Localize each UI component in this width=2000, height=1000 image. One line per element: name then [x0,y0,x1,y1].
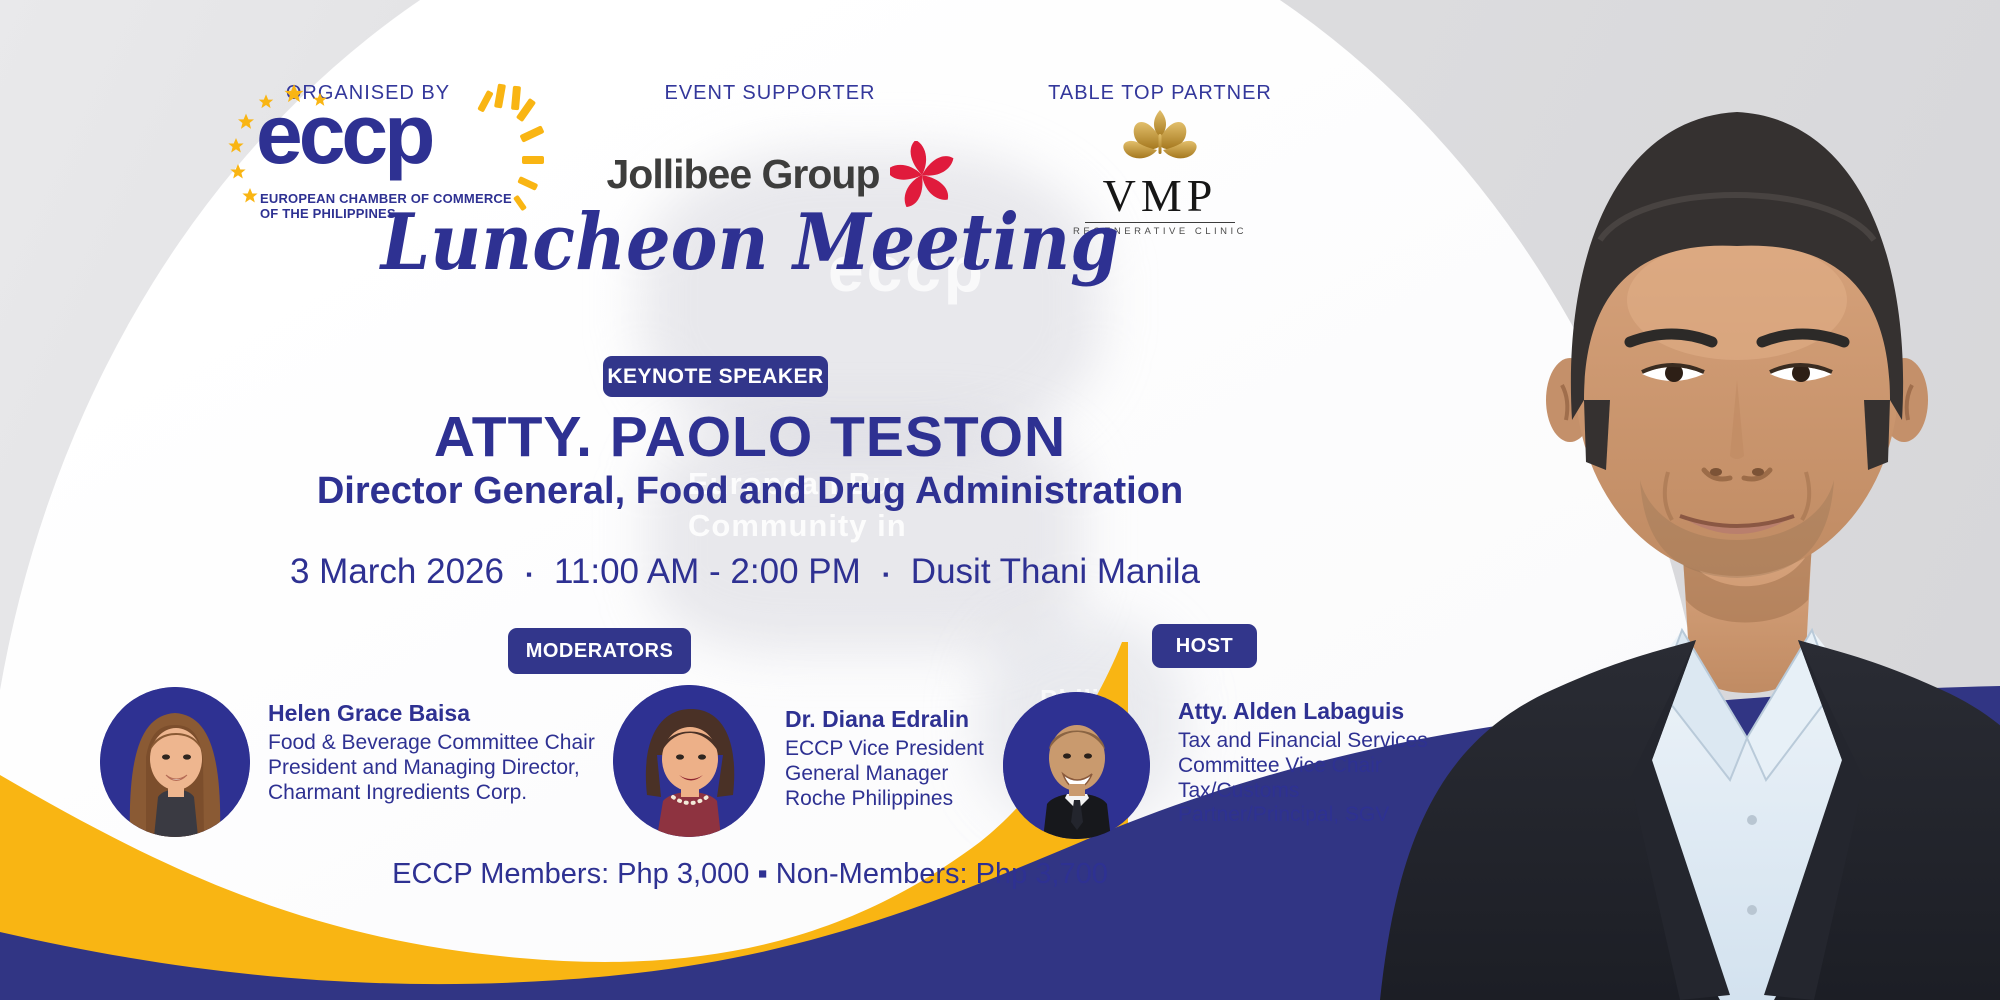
moderators-badge: MODERATORS [508,628,691,674]
jollibee-group-logo: Jollibee Group [600,134,960,214]
event-date: 3 March 2026 [289,552,504,591]
person-role: Tax/Customs [1178,778,1300,802]
jollibee-wordmark: Jollibee Group [606,150,880,197]
table-top-partner-label: TABLE TOP PARTNER [1048,82,1272,104]
event-venue: Dusit Thani Manila [910,552,1201,591]
keynote-speaker-photo [1380,112,2000,1000]
sun-rays-icon [477,83,544,211]
event-title: Luncheon Meeting [380,197,1120,288]
yellow-wave [0,642,1128,1000]
avatar-diana-edralin [613,685,765,837]
person-role: Committee Vice Chair [1178,753,1382,777]
person-role: Food & Beverage Committee Chair [268,731,595,754]
vmp-wordmark: VMP [1102,170,1218,221]
host-badge: HOST [1152,624,1257,668]
speaker-title: Director General, Food and Drug Administ… [316,470,1184,512]
background-watermark: Community in [688,508,907,543]
pricing-text: ECCP Members: Php 3,000 ▪ Non-Members: P… [392,858,1108,890]
speaker-name: ATTY. PAOLO TESTON [433,405,1067,469]
person-helen-grace-baisa: Helen Grace Baisa Food & Beverage Commit… [268,700,598,805]
jollibee-bee-icon [889,141,953,207]
vmp-lotus-icon [1123,110,1197,159]
person-diana-edralin: Dr. Diana Edralin ECCP Vice President Ge… [785,706,1045,811]
avatar-helen-grace-baisa [100,687,250,837]
background-watermark: eccp [828,233,986,305]
background-watermark: European Bu [688,466,892,501]
vmp-rule [1085,222,1235,223]
background-photo-blur [650,420,1080,650]
person-role: General Manager [785,761,949,785]
organised-by-label: ORGANISED BY [285,82,451,104]
avatar-illustration [1003,692,1150,839]
vmp-logo-subtext: REGENERATIVE CLINIC [1072,226,1247,237]
eccp-logo-subtext: EUROPEAN CHAMBER OF COMMERCE OF THE PHIL… [260,191,512,221]
vmp-logo: VMP REGENERATIVE CLINIC [1060,108,1260,238]
person-role: Roche Philippines [785,786,954,810]
background-photo-blur [640,150,1100,450]
eccp-logo: eccp EUROPEAN CHAMBER OF COMMERCE OF THE… [228,83,544,236]
person-role: Tax and Financial Services [1178,729,1428,752]
person-name: Atty. Alden Labaguis [1178,698,1405,724]
person-role: Partner/Principal, SGV [1178,803,1390,827]
person-name: Helen Grace Baisa [268,700,471,726]
avatar-illustration [613,685,765,837]
person-role: President and Managing Director, [268,755,580,779]
person-role: Charmant Ingredients Corp. [268,780,528,804]
person-role: ECCP Vice President [785,737,984,760]
event-time: 11:00 AM - 2:00 PM [554,552,861,591]
separator-dot: ▪ [526,564,533,584]
eccp-wordmark: eccp [256,87,435,181]
keynote-speaker-badge: KEYNOTE SPEAKER [603,356,828,397]
avatar-illustration [100,687,250,837]
person-alden-labaguis: Atty. Alden Labaguis Tax and Financial S… [1178,698,1458,828]
event-supporter-label: EVENT SUPPORTER [664,82,876,104]
eu-stars-icon [228,84,327,203]
date-time-venue: 3 March 2026 ▪ 11:00 AM - 2:00 PM ▪ Dusi… [150,552,1340,592]
person-name: Dr. Diana Edralin [785,706,970,732]
avatar-alden-labaguis [1003,692,1150,839]
separator-dot: ▪ [882,564,889,584]
